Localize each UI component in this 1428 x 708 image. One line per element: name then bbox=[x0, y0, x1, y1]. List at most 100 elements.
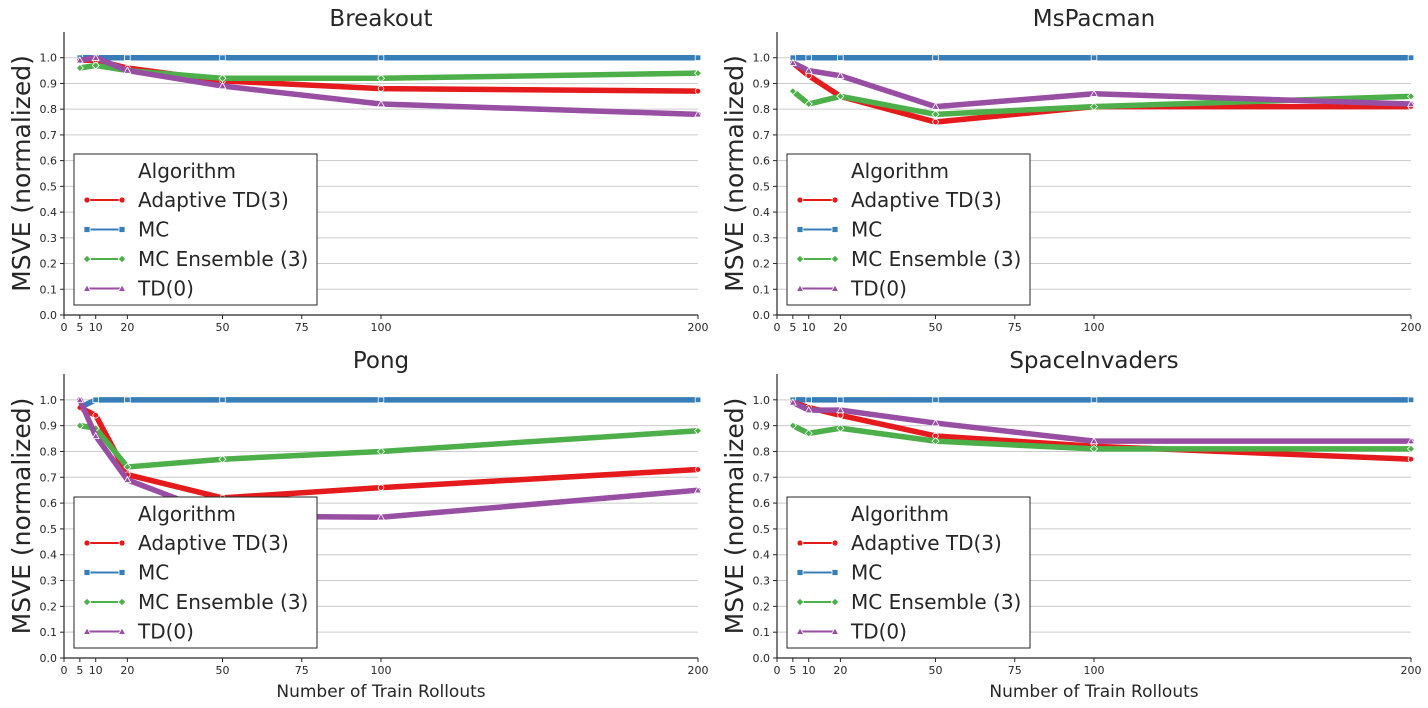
data-point-mc bbox=[219, 54, 226, 61]
data-point-mc bbox=[932, 396, 939, 404]
x-tick-label: 75 bbox=[295, 321, 309, 334]
data-point-mc bbox=[1407, 54, 1415, 61]
series-line-td-0 bbox=[77, 54, 701, 118]
x-tick-label: 75 bbox=[1008, 321, 1022, 334]
legend-label-mc: MC bbox=[851, 561, 882, 585]
legend-label-mc-ensemble-3: MC Ensemble (3) bbox=[138, 247, 308, 271]
legend-swatch-marker bbox=[795, 254, 805, 264]
series-line-mc-ensemble-3 bbox=[77, 422, 701, 470]
legend-label-td-0: TD(0) bbox=[850, 277, 907, 301]
legend-label-adaptive-td-3: Adaptive TD(3) bbox=[138, 188, 289, 212]
data-point-mc bbox=[805, 54, 812, 61]
data-point-mc-ensemble-3 bbox=[218, 74, 227, 83]
data-point-mc-ensemble-3 bbox=[1089, 102, 1099, 111]
y-tick-label: 0.4 bbox=[40, 206, 58, 219]
legend-swatch-marker bbox=[83, 196, 91, 204]
data-point-adaptive-td-3 bbox=[837, 412, 844, 419]
legend-swatch-marker bbox=[795, 627, 805, 635]
panel-title: SpaceInvaders bbox=[1009, 348, 1178, 374]
y-tick-label: 1.0 bbox=[40, 52, 58, 65]
y-tick-label: 0.2 bbox=[40, 600, 58, 613]
data-point-td-0 bbox=[376, 513, 386, 521]
legend-label-td-0: TD(0) bbox=[137, 277, 194, 301]
x-tick-label: 200 bbox=[688, 321, 709, 334]
x-tick-label: 20 bbox=[833, 321, 847, 334]
data-point-mc-ensemble-3 bbox=[693, 69, 703, 78]
legend-swatch-marker bbox=[796, 226, 804, 233]
x-tick-label: 200 bbox=[1401, 664, 1422, 677]
data-point-td-0 bbox=[91, 431, 100, 440]
legend-swatch-marker bbox=[796, 539, 804, 547]
data-point-td-0 bbox=[804, 66, 813, 74]
y-tick-label: 0.6 bbox=[40, 497, 58, 510]
x-tick-label: 0 bbox=[61, 321, 68, 334]
data-point-mc-ensemble-3 bbox=[75, 421, 84, 430]
chart-panel-breakout: 0.0 0.1 0.2 0.3 0.4 0.5 0.6 0.7 0.8 0.9 1.0 0 5 10 20 5… bbox=[7, 6, 709, 334]
y-tick-label: 0.2 bbox=[40, 258, 58, 271]
x-tick-label: 5 bbox=[789, 321, 796, 334]
legend-label-mc-ensemble-3: MC Ensemble (3) bbox=[851, 247, 1021, 271]
x-tick-label: 10 bbox=[89, 321, 103, 334]
legend-swatch-marker bbox=[830, 597, 840, 607]
x-tick-label: 100 bbox=[1084, 321, 1105, 334]
series-line-mc bbox=[77, 397, 701, 411]
data-point-mc bbox=[694, 396, 702, 404]
legend-swatch-marker bbox=[82, 284, 92, 292]
x-tick-label: 20 bbox=[120, 321, 134, 334]
y-tick-label: 0.8 bbox=[753, 103, 771, 116]
y-tick-label: 0.5 bbox=[753, 523, 771, 536]
y-tick-label: 0.0 bbox=[753, 309, 771, 322]
x-axis-label: Number of Train Rollouts bbox=[276, 682, 485, 702]
y-tick-label: 0.7 bbox=[753, 129, 771, 142]
data-point-td-0 bbox=[931, 418, 940, 427]
data-point-mc-ensemble-3 bbox=[804, 429, 813, 438]
data-point-td-0 bbox=[75, 56, 84, 64]
y-tick-label: 0.1 bbox=[40, 626, 58, 639]
panel-title: Breakout bbox=[329, 6, 432, 32]
legend-label-mc: MC bbox=[851, 218, 882, 242]
legend-label-td-0: TD(0) bbox=[850, 620, 907, 644]
data-point-mc bbox=[377, 396, 385, 404]
y-tick-label: 1.0 bbox=[40, 394, 58, 407]
legend-label-adaptive-td-3: Adaptive TD(3) bbox=[851, 531, 1002, 555]
x-tick-label: 0 bbox=[774, 321, 781, 334]
legend-swatch-marker bbox=[795, 597, 805, 607]
y-tick-label: 0.6 bbox=[40, 155, 58, 168]
y-tick-label: 0.9 bbox=[40, 77, 58, 90]
legend-swatch-marker bbox=[831, 569, 839, 576]
legend-swatch-marker bbox=[795, 284, 805, 292]
legend-swatch-marker bbox=[117, 627, 127, 635]
legend-swatch-marker bbox=[82, 597, 92, 607]
y-tick-label: 0.7 bbox=[40, 129, 58, 142]
y-tick-label: 0.4 bbox=[40, 549, 58, 562]
legend-swatch-marker bbox=[830, 254, 840, 264]
y-tick-label: 0.2 bbox=[753, 258, 771, 271]
data-point-mc bbox=[837, 396, 844, 404]
y-tick-label: 0.5 bbox=[40, 180, 58, 193]
data-point-td-0 bbox=[123, 475, 132, 483]
data-point-adaptive-td-3 bbox=[694, 87, 702, 95]
data-point-td-0 bbox=[1406, 436, 1416, 445]
data-point-mc-ensemble-3 bbox=[91, 61, 100, 70]
legend: Algorithm Adaptive TD(3) MC MC Ensemble (3)… bbox=[73, 153, 318, 306]
legend-label-mc: MC bbox=[138, 218, 169, 242]
legend-label-adaptive-td-3: Adaptive TD(3) bbox=[138, 531, 289, 555]
x-tick-label: 0 bbox=[774, 664, 781, 677]
x-tick-label: 50 bbox=[929, 664, 943, 677]
x-tick-label: 10 bbox=[802, 321, 816, 334]
data-point-mc bbox=[837, 54, 844, 61]
y-axis-label: MSVE (normalized) bbox=[720, 55, 749, 292]
legend-swatch-marker bbox=[796, 569, 804, 576]
data-point-td-0 bbox=[804, 405, 813, 414]
data-point-td-0 bbox=[91, 53, 100, 61]
data-point-td-0 bbox=[376, 99, 386, 108]
x-tick-label: 0 bbox=[61, 664, 68, 677]
legend-swatch-marker bbox=[118, 539, 126, 547]
data-point-mc-ensemble-3 bbox=[836, 92, 845, 101]
x-tick-label: 50 bbox=[929, 321, 943, 334]
x-tick-label: 200 bbox=[688, 664, 709, 677]
x-tick-label: 75 bbox=[295, 664, 309, 677]
legend-label-td-0: TD(0) bbox=[137, 620, 194, 644]
data-point-td-0 bbox=[1406, 99, 1416, 108]
y-tick-label: 0.6 bbox=[753, 155, 771, 168]
